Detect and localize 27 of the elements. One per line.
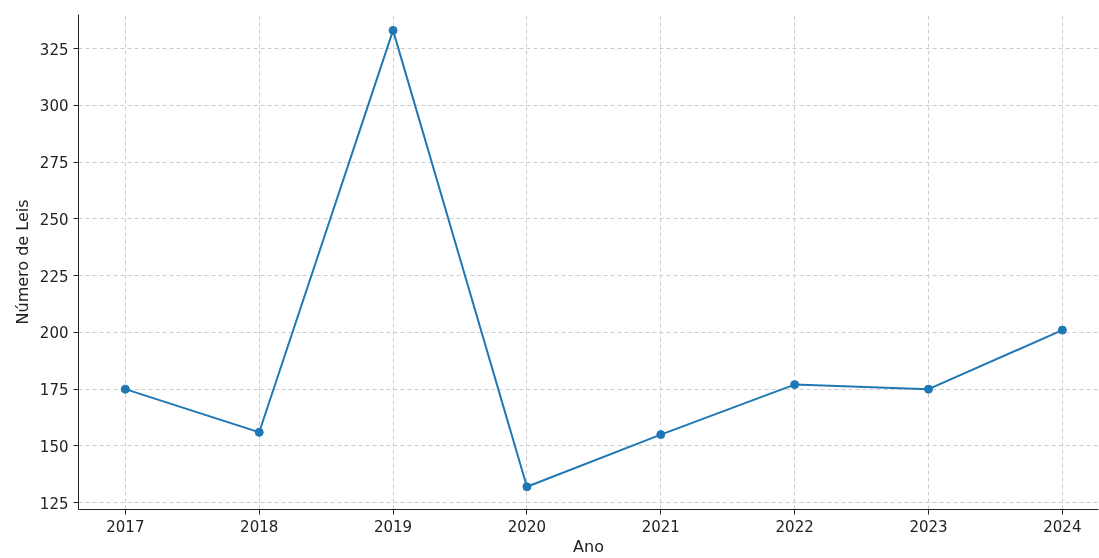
point — [254, 427, 264, 437]
point — [924, 384, 933, 394]
point — [1057, 325, 1067, 335]
y-tick-label: 250 — [39, 210, 69, 229]
y-tick-label: 175 — [39, 381, 69, 400]
x-tick-label: 2022 — [775, 517, 814, 536]
y-tick-label: 150 — [39, 437, 69, 456]
x-tick-label: 2020 — [507, 517, 547, 536]
x-tick-label: 2024 — [1043, 517, 1082, 536]
x-tick-label: 2019 — [373, 517, 413, 536]
y-tick-label: 300 — [39, 97, 69, 116]
y-tick-label: 275 — [39, 154, 69, 173]
point — [522, 482, 532, 492]
y-tick-label: 200 — [39, 324, 69, 343]
x-tick-label: 2023 — [909, 517, 948, 536]
point — [388, 25, 398, 35]
x-tick-label: 2021 — [641, 517, 680, 536]
x-tick-label: 2017 — [106, 517, 145, 536]
point — [120, 384, 130, 394]
y-tick-label: 125 — [39, 494, 69, 513]
y-tick-label: 325 — [39, 40, 69, 59]
point — [790, 380, 800, 390]
x-axis-title: Ano — [573, 536, 604, 556]
y-axis-title: Número de Leis — [12, 199, 32, 325]
y-tick-label: 225 — [39, 267, 69, 286]
point — [656, 430, 666, 440]
x-tick-label: 2018 — [240, 517, 279, 536]
